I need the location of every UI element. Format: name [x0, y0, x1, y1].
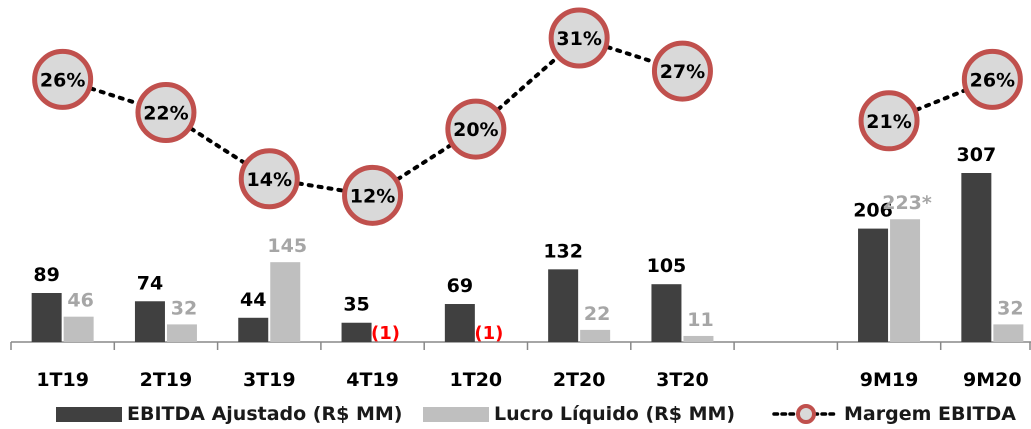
- legend-item-ebitda: EBITDA Ajustado (R$ MM): [56, 400, 402, 428]
- data-label-ebitda-3t19: 44: [240, 289, 266, 311]
- data-label-lucro-3t20: 11: [687, 309, 713, 331]
- bar-ebitda-4t19: [341, 322, 372, 342]
- margin-label-9m19: 21%: [866, 111, 911, 133]
- bar-lucro-2t19: [166, 324, 197, 342]
- x-tick-label-2t20: 2T20: [553, 369, 606, 391]
- margin-point-4t19: [342, 164, 404, 226]
- data-label-ebitda-9m19: 206: [853, 200, 893, 222]
- data-label-ebitda-4t19: 35: [343, 294, 369, 316]
- x-tick-label-3t20: 3T20: [656, 369, 709, 391]
- x-tick-label-2t19: 2T19: [140, 369, 193, 391]
- margin-label-3t19: 14%: [247, 169, 292, 191]
- bar-ebitda-9m20: [961, 173, 992, 342]
- margin-line-segment: [267, 176, 375, 198]
- data-label-lucro-3t19: 145: [267, 235, 307, 257]
- data-label-ebitda-3t20: 105: [647, 255, 687, 277]
- x-tick-label-1t19: 1T19: [36, 369, 89, 391]
- bar-ebitda-2t19: [134, 301, 165, 342]
- legend-label-lucro: Lucro Líquido (R$ MM): [494, 403, 736, 425]
- bar-lucro-3t20: [683, 335, 714, 342]
- data-label-lucro-9m19: 223*: [882, 192, 932, 214]
- margin-point-9m19: [858, 90, 920, 152]
- bar-lucro-9m20: [993, 324, 1024, 342]
- margin-label-2t20: 31%: [556, 28, 601, 50]
- legend-swatch-margem: [772, 404, 840, 424]
- x-tick-label-9m19: 9M19: [860, 369, 919, 391]
- margin-point-1t19: [32, 48, 94, 110]
- margin-label-3t20: 27%: [660, 61, 705, 83]
- bar-lucro-2t20: [580, 329, 611, 342]
- margin-point-2t20: [548, 7, 610, 69]
- legend-swatch-ebitda: [56, 406, 122, 422]
- data-label-lucro-2t20: 22: [584, 303, 610, 325]
- legend-item-margem: Margem EBITDA: [772, 400, 1016, 428]
- data-label-ebitda-1t19: 89: [33, 264, 59, 286]
- x-tick-label-9m20: 9M20: [963, 369, 1022, 391]
- x-tick-label-4t19: 4T19: [346, 369, 399, 391]
- data-label-ebitda-9m20: 307: [957, 144, 997, 166]
- margin-point-2t19: [135, 82, 197, 144]
- bar-ebitda-2t20: [548, 269, 579, 342]
- bar-ebitda-3t19: [238, 317, 269, 342]
- bar-ebitda-1t20: [444, 304, 475, 342]
- bar-lucro-1t19: [63, 316, 94, 342]
- legend: EBITDA Ajustado (R$ MM) Lucro Líquido (R…: [0, 400, 1031, 428]
- margin-label-1t20: 20%: [453, 119, 498, 141]
- legend-label-ebitda: EBITDA Ajustado (R$ MM): [127, 403, 403, 425]
- margin-label-1t19: 26%: [40, 69, 85, 91]
- data-label-ebitda-2t20: 132: [543, 240, 583, 262]
- margin-point-9m20: [961, 48, 1023, 110]
- data-label-ebitda-2t19: 74: [137, 272, 163, 294]
- bar-ebitda-1t19: [31, 293, 62, 342]
- data-label-lucro-2t19: 32: [171, 297, 197, 319]
- margin-point-3t19: [238, 148, 300, 210]
- margin-point-3t20: [651, 40, 713, 102]
- bar-ebitda-9m19: [858, 228, 889, 342]
- bar-lucro-3t19: [270, 262, 301, 342]
- data-label-lucro-1t19: 46: [67, 290, 93, 312]
- data-label-lucro-9m20: 32: [997, 297, 1023, 319]
- margin-label-9m20: 26%: [970, 69, 1015, 91]
- data-label-lucro-1t20: (1): [474, 323, 503, 344]
- margin-label-4t19: 12%: [350, 185, 395, 207]
- data-label-lucro-4t19: (1): [371, 323, 400, 344]
- ebitda-lucro-margin-chart: 1T19 2T19 3T19 4T19 1T20 2T20 3T20 9M19 9M20 89 46…: [10, 7, 1031, 391]
- bar-ebitda-3t20: [651, 284, 682, 342]
- legend-item-lucro: Lucro Líquido (R$ MM): [423, 400, 735, 428]
- bar-lucro-9m19: [890, 219, 921, 342]
- x-tick-label-1t20: 1T20: [450, 369, 503, 391]
- data-label-ebitda-1t20: 69: [447, 275, 473, 297]
- legend-label-margem: Margem EBITDA: [844, 403, 1016, 425]
- margin-point-1t20: [445, 98, 507, 160]
- margin-label-2t19: 22%: [143, 103, 188, 125]
- x-tick-label-3t19: 3T19: [243, 369, 296, 391]
- legend-swatch-lucro: [423, 406, 489, 422]
